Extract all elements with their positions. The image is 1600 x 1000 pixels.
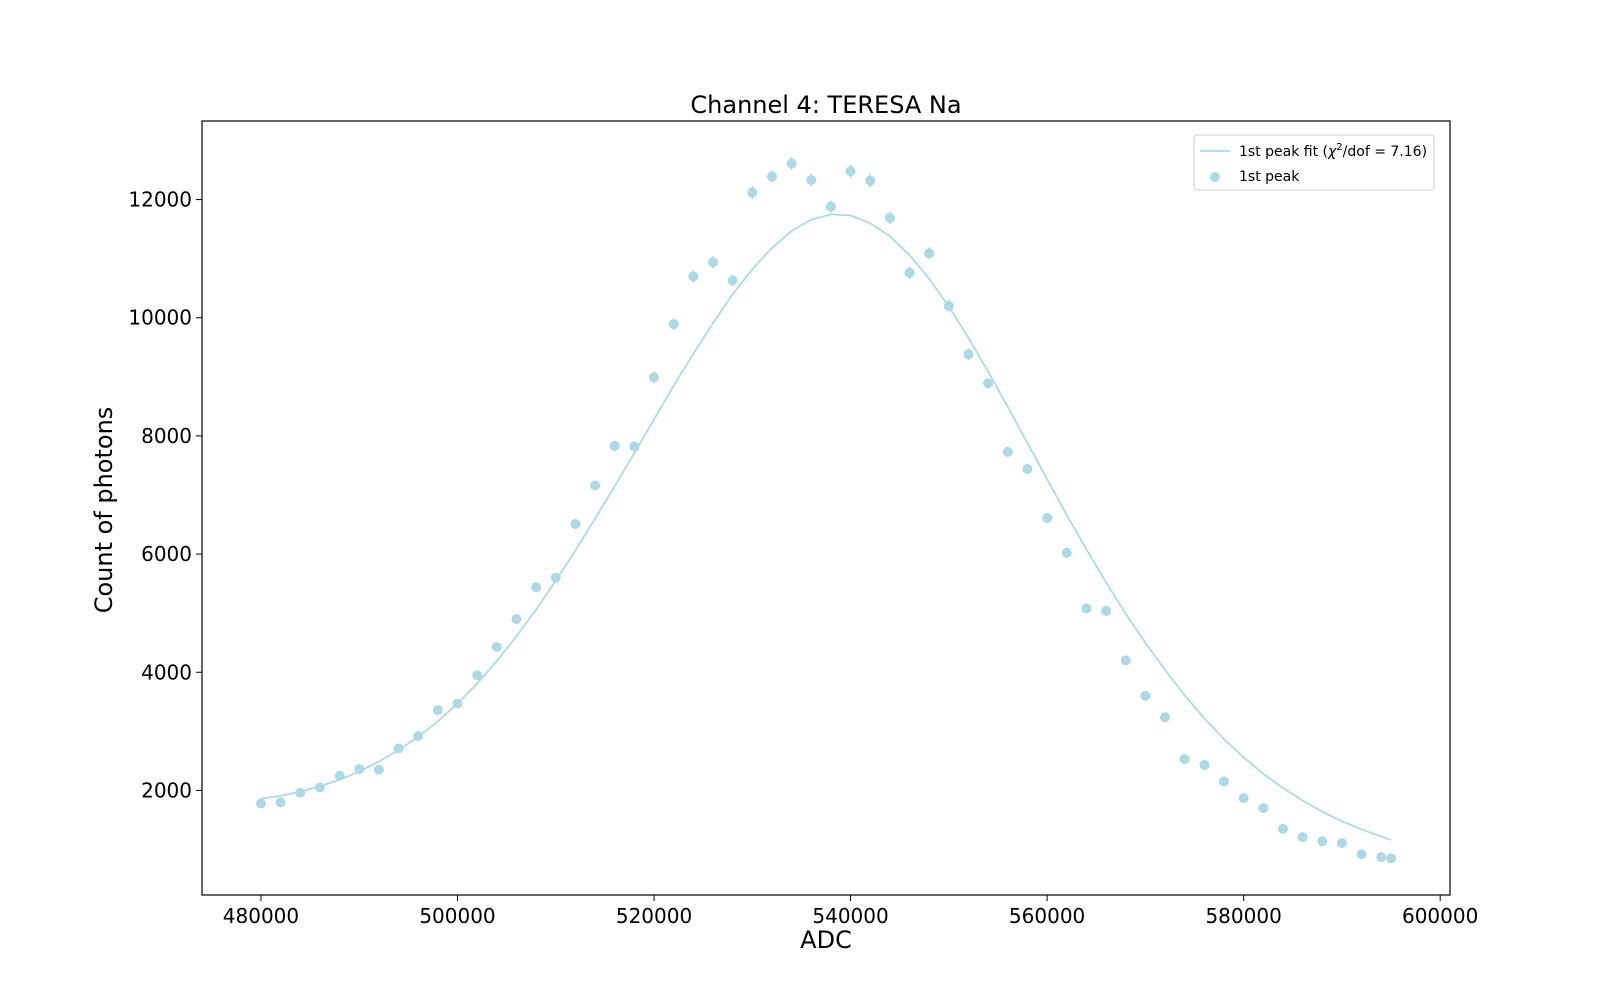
y-tick-label: 10000: [128, 306, 192, 330]
data-point: [786, 158, 797, 169]
data-point: [649, 372, 660, 383]
data-point: [707, 257, 718, 268]
y-axis-ticks: 2000 4000 6000 8000 10000 12000: [128, 188, 202, 802]
data-point: [1160, 712, 1171, 723]
legend-fit-label: 1st peak fit (χ2/dof = 7.16): [1239, 142, 1427, 160]
legend-points-swatch: [1210, 172, 1220, 182]
data-point: [1356, 849, 1367, 860]
data-point: [1386, 853, 1397, 864]
data-point: [904, 267, 915, 278]
legend-points-label: 1st peak: [1239, 169, 1300, 185]
data-point: [413, 731, 424, 742]
data-point: [1022, 464, 1033, 475]
y-tick-label: 8000: [141, 424, 192, 448]
legend-fit-label-chi: χ: [1327, 144, 1337, 160]
data-point: [295, 787, 306, 798]
data-point: [943, 300, 954, 311]
y-tick-label: 6000: [141, 542, 192, 566]
data-point: [845, 166, 856, 177]
data-point: [531, 582, 542, 593]
data-point: [1101, 605, 1112, 616]
data-point: [1081, 603, 1092, 614]
data-point: [314, 782, 325, 793]
legend-fit-label-suffix: /dof = 7.16): [1343, 144, 1427, 160]
legend-fit-label-sup: 2: [1336, 142, 1342, 153]
data-point: [1042, 513, 1053, 524]
data-point: [629, 441, 640, 452]
data-point: [865, 175, 876, 186]
data-point: [373, 764, 384, 775]
data-point: [1140, 690, 1151, 701]
x-tick-label: 500000: [419, 904, 495, 928]
data-point: [1336, 838, 1347, 849]
x-axis-label: ADC: [800, 926, 852, 954]
data-point: [1218, 776, 1229, 787]
data-point: [472, 670, 483, 681]
data-points-layer: [255, 156, 1397, 864]
fit-curve-layer: [260, 213, 1392, 841]
data-point: [491, 641, 502, 652]
data-point: [1061, 547, 1072, 558]
data-point: [452, 698, 463, 709]
data-point: [275, 797, 286, 808]
x-tick-label: 520000: [616, 904, 692, 928]
data-point: [1002, 446, 1013, 457]
data-point: [1199, 760, 1210, 771]
x-tick-label: 480000: [223, 904, 299, 928]
data-point: [963, 349, 974, 360]
data-point: [688, 271, 699, 282]
x-tick-label: 560000: [1009, 904, 1085, 928]
chart-title: Channel 4: TERESA Na: [690, 91, 961, 119]
data-point: [1258, 803, 1269, 814]
data-point: [766, 171, 777, 182]
data-point: [393, 743, 404, 754]
data-point: [727, 275, 738, 286]
data-point: [1238, 793, 1249, 804]
legend-fit-label-prefix: 1st peak fit (: [1239, 144, 1328, 160]
data-point: [609, 440, 620, 451]
data-point: [550, 572, 561, 583]
data-point: [511, 614, 522, 625]
y-tick-label: 2000: [141, 778, 192, 802]
data-point: [884, 212, 895, 223]
data-point: [747, 187, 758, 198]
data-point: [1297, 832, 1308, 843]
y-tick-label: 12000: [128, 188, 192, 212]
fit-curve: [260, 213, 1392, 841]
data-point: [825, 201, 836, 212]
data-point: [570, 518, 581, 529]
legend-box: [1193, 134, 1435, 191]
data-point: [806, 175, 817, 186]
data-point: [354, 764, 365, 775]
data-point: [1277, 823, 1288, 834]
data-point: [1317, 836, 1328, 847]
x-tick-label: 540000: [812, 904, 888, 928]
x-axis-ticks: 480000 500000 520000 540000 560000 580000 6000…: [223, 895, 1478, 928]
data-point: [1179, 754, 1190, 765]
data-point: [668, 319, 679, 330]
legend: 1st peak fit (χ2/dof = 7.16) 1st peak: [1193, 134, 1435, 191]
x-tick-label: 580000: [1205, 904, 1281, 928]
y-axis-label: Count of photons: [90, 407, 118, 614]
data-point: [1120, 655, 1131, 666]
data-point: [590, 480, 601, 491]
data-point: [255, 798, 266, 809]
plot-area: [201, 120, 1451, 896]
data-point: [432, 705, 443, 716]
data-point: [1376, 852, 1387, 863]
data-point: [983, 378, 994, 389]
data-point: [334, 770, 345, 781]
y-tick-label: 4000: [141, 660, 192, 684]
x-tick-label: 600000: [1402, 904, 1478, 928]
data-point: [924, 248, 935, 259]
